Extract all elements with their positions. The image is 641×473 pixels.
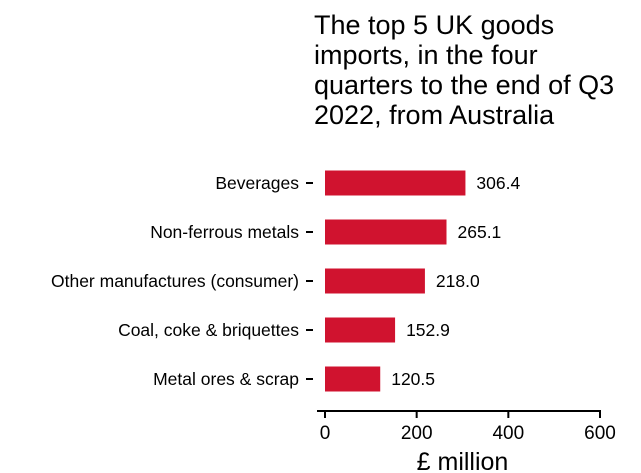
chart-title: The top 5 UK goods imports, in the four … [314, 10, 615, 130]
data-label: 152.9 [406, 320, 450, 340]
x-tick-label: 600 [584, 423, 616, 444]
category-label: Beverages [215, 173, 299, 193]
bar [325, 317, 396, 343]
bar [325, 170, 466, 196]
data-label: 120.5 [391, 369, 435, 389]
x-tick-label: 400 [492, 423, 524, 444]
category-label: Non-ferrous metals [150, 222, 299, 242]
category-label: Metal ores & scrap [153, 369, 299, 389]
data-label: 306.4 [476, 173, 520, 193]
category-label: Coal, coke & briquettes [118, 320, 299, 340]
data-label: 265.1 [458, 222, 502, 242]
data-label: 218.0 [436, 271, 480, 291]
category-label: Other manufactures (consumer) [51, 271, 299, 291]
x-axis-title: £ million [417, 448, 509, 473]
bar [325, 268, 425, 294]
bar [325, 219, 447, 245]
x-tick-label: 200 [401, 423, 433, 444]
bar [325, 366, 381, 392]
x-tick-label: 0 [320, 423, 331, 444]
